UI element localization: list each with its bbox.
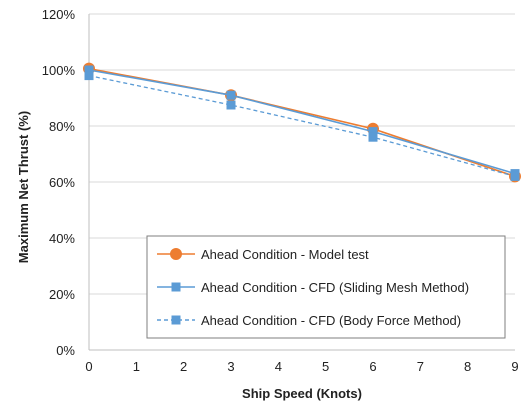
series-line (88, 67, 516, 178)
data-point (510, 171, 520, 181)
x-tick-label: 9 (511, 359, 518, 374)
x-tick-label: 2 (180, 359, 187, 374)
legend-label: Ahead Condition - CFD (Body Force Method… (201, 313, 461, 328)
y-tick-label: 100% (42, 63, 76, 78)
y-tick-label: 0% (56, 343, 75, 358)
x-tick-label: 0 (85, 359, 92, 374)
series-group (83, 62, 521, 183)
series-line (88, 69, 516, 175)
tick-labels: 0% 20% 40% 60% 80% 100% 120% 0 1 2 3 4 5 6 7 8 9 (42, 7, 519, 374)
legend-label: Ahead Condition - Model test (201, 247, 369, 262)
y-tick-label: 20% (49, 287, 75, 302)
legend-item: Ahead Condition - CFD (Body Force Method… (157, 313, 461, 328)
y-tick-label: 40% (49, 231, 75, 246)
x-tick-label: 1 (133, 359, 140, 374)
x-tick-label: 5 (322, 359, 329, 374)
y-tick-label: 60% (49, 175, 75, 190)
legend-item: Ahead Condition - Model test (157, 247, 369, 262)
legend: Ahead Condition - Model test Ahead Condit… (146, 235, 506, 339)
legend-marker (170, 248, 182, 260)
legend-box (146, 235, 506, 339)
legend-marker (171, 315, 181, 325)
data-point (226, 100, 236, 110)
x-tick-label: 3 (227, 359, 234, 374)
y-tick-label: 120% (42, 7, 76, 22)
x-tick-label: 4 (275, 359, 282, 374)
legend-marker (171, 282, 181, 292)
legend-item: Ahead Condition - CFD (Sliding Mesh Meth… (157, 280, 469, 295)
data-point (226, 90, 236, 100)
data-point (368, 127, 378, 137)
series-line (88, 74, 516, 178)
series-3 (84, 71, 520, 181)
data-point (368, 132, 378, 142)
y-tick-label: 80% (49, 119, 75, 134)
data-point (84, 65, 94, 75)
series-2 (84, 65, 520, 179)
x-tick-label: 8 (464, 359, 471, 374)
x-axis-title: Ship Speed (Knots) (242, 386, 362, 401)
y-axis-title: Maximum Net Thrust (%) (16, 111, 31, 263)
x-tick-label: 7 (417, 359, 424, 374)
data-point (84, 71, 94, 81)
x-tick-label: 6 (369, 359, 376, 374)
legend-label: Ahead Condition - CFD (Sliding Mesh Meth… (201, 280, 469, 295)
